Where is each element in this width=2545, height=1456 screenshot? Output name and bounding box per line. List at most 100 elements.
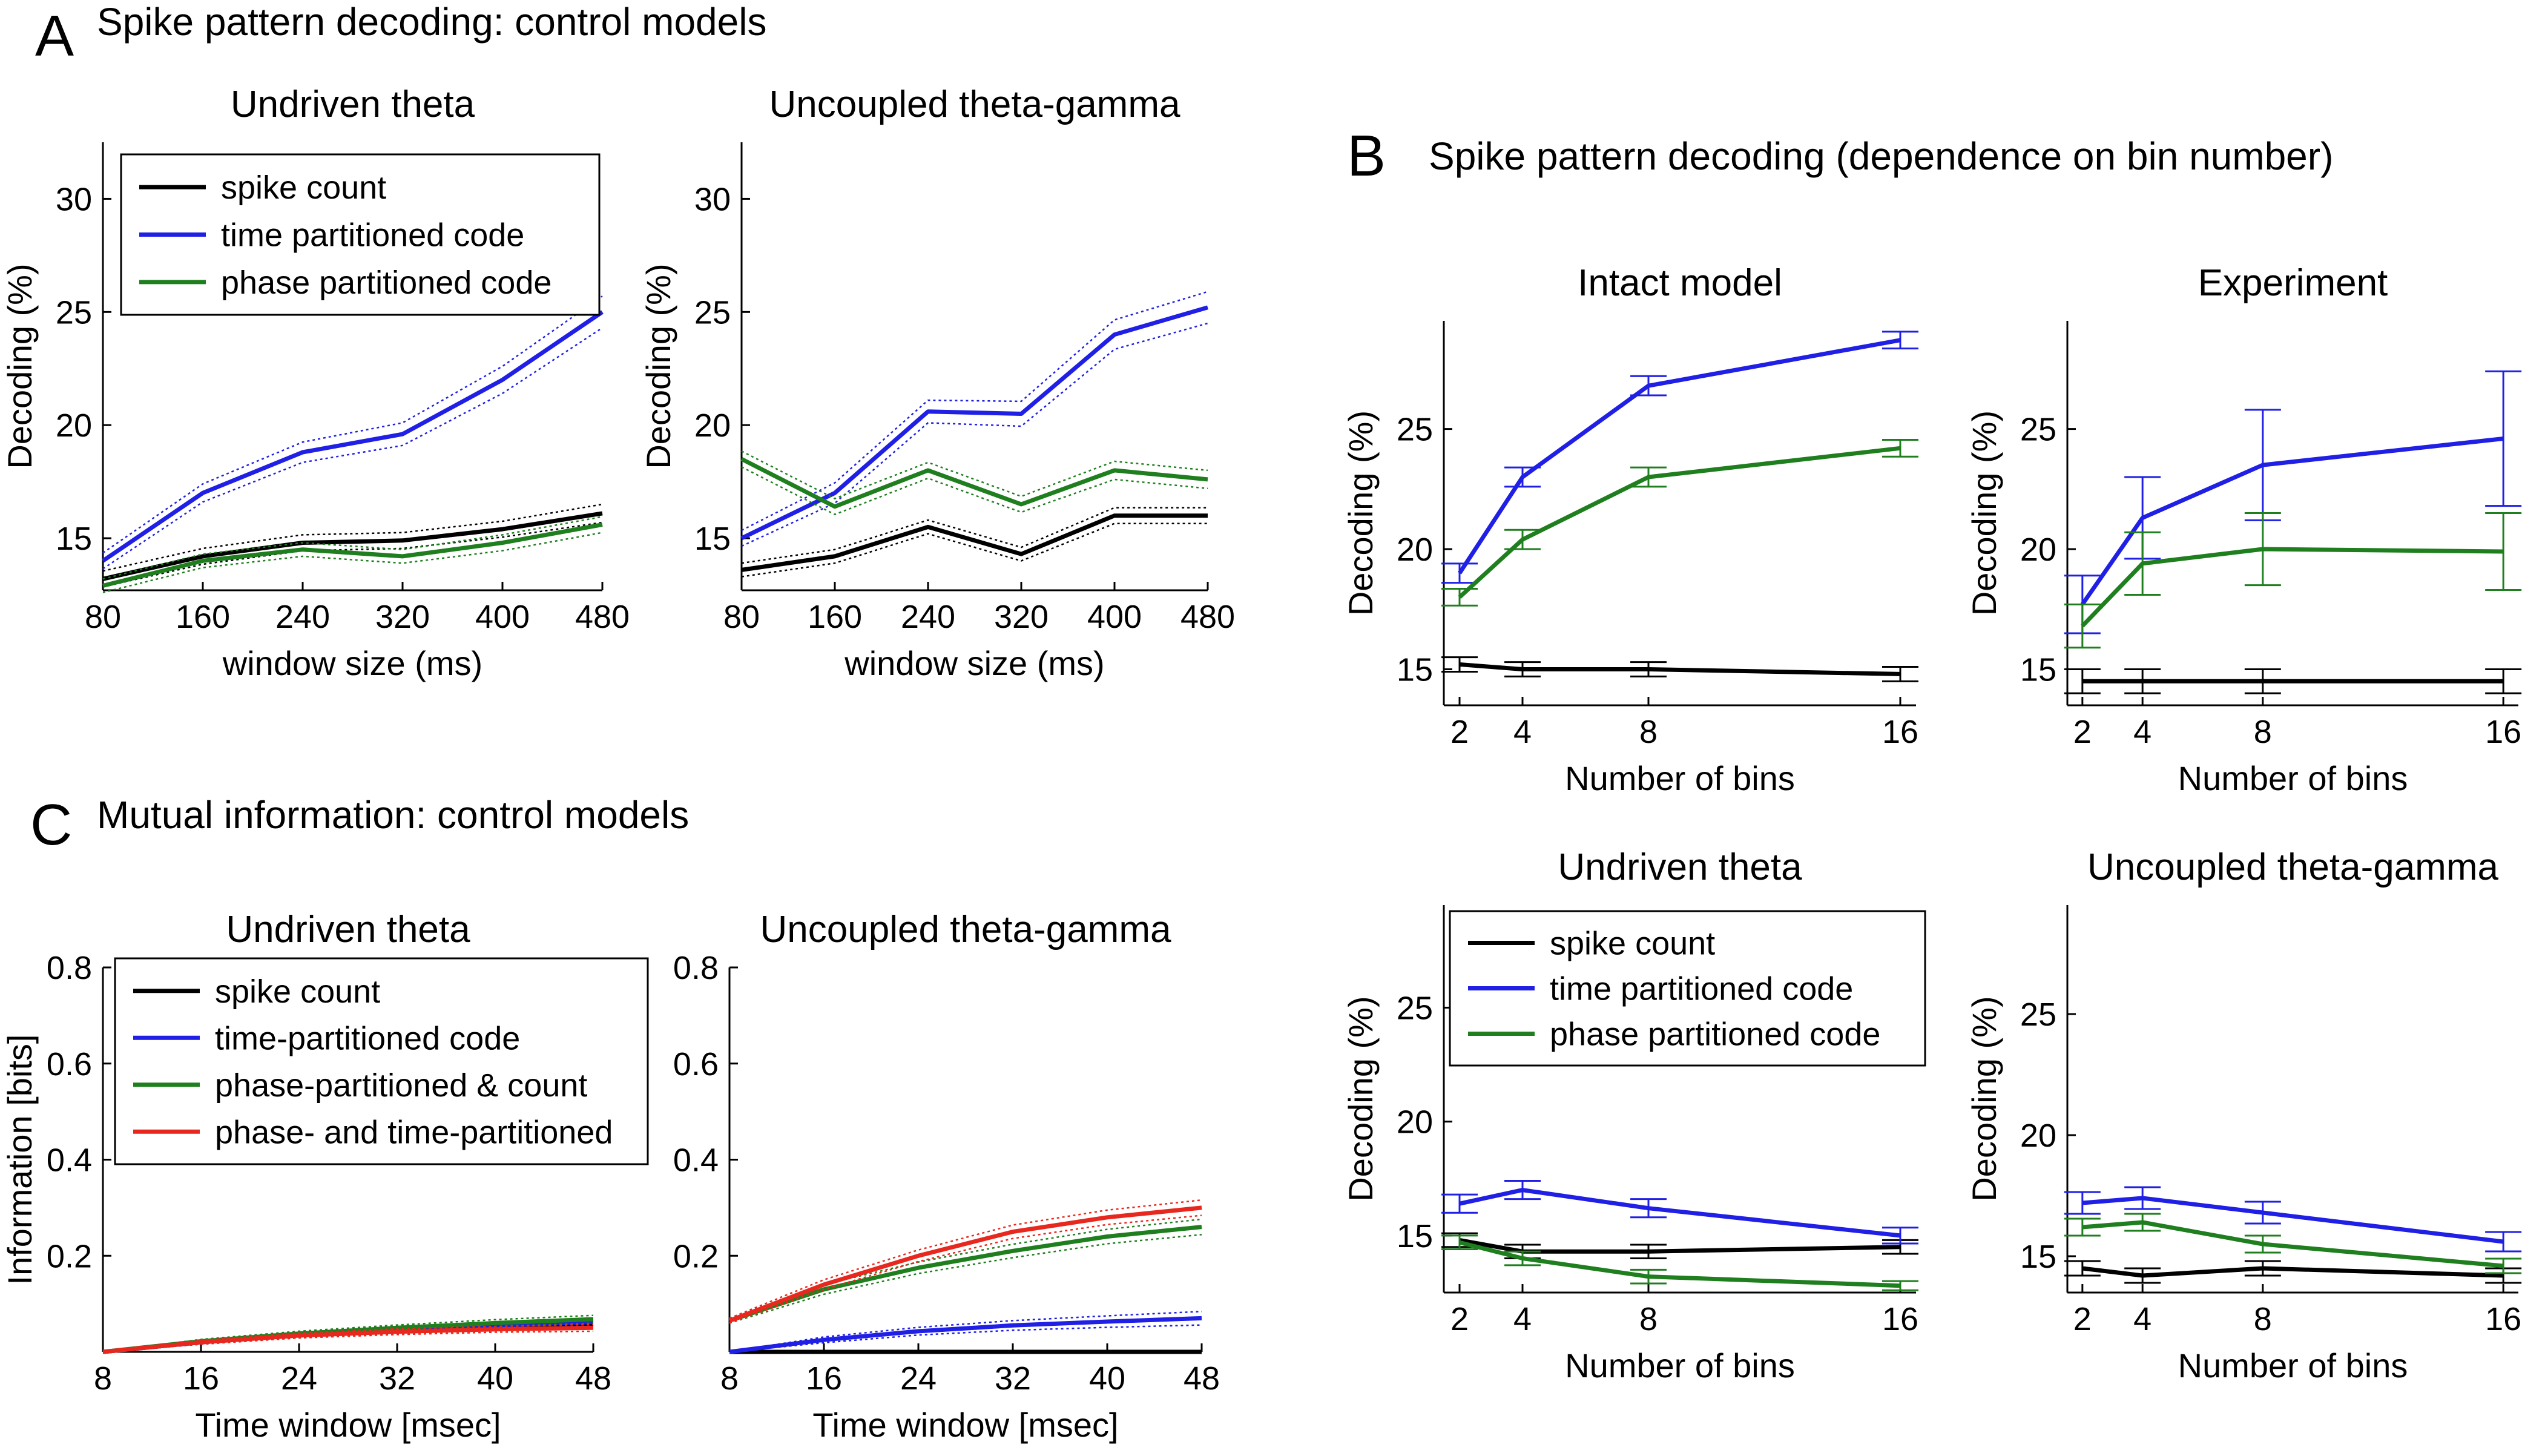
legend-label: time partitioned code [221,217,524,254]
y-tick-label: 15 [1397,1218,1433,1254]
error-band-upper [102,295,603,554]
y-tick-label: 0.6 [673,1046,719,1082]
x-tick-label: 16 [1882,714,1918,750]
x-axis-label: Number of bins [2178,1346,2408,1385]
x-axis-label: window size (ms) [844,644,1104,682]
chart-title: Intact model [1578,262,1782,304]
chart-b1: Intact model 2 4 8 16 15 20 25 Number of bins Dec… [1342,262,1918,797]
y-tick-label: 0.2 [47,1238,92,1274]
error-band-upper [102,516,603,580]
y-axis-label: Decoding (%) [1,263,39,469]
y-tick-label: 30 [56,181,92,217]
panel-letter-b: B [1347,124,1386,188]
x-tick-label: 2 [1450,1301,1469,1337]
y-axis-label: Decoding (%) [1965,410,2003,616]
x-axis-label: Number of bins [2178,759,2408,797]
x-tick-label: 240 [901,599,955,635]
y-tick-label: 15 [2020,651,2056,688]
x-tick-label: 160 [808,599,862,635]
legend-label: spike count [1550,926,1715,962]
x-tick-label: 8 [1639,1301,1658,1337]
panel-title-b: Spike pattern decoding (dependence on bi… [1429,134,2333,178]
series-line [1458,446,1901,599]
y-axis-label: Decoding (%) [639,263,677,469]
y-tick-label: 25 [2020,412,2056,448]
x-tick-label: 240 [275,599,330,635]
y-tick-label: 25 [56,294,92,331]
x-tick-label: 8 [2254,1301,2272,1337]
error-band-upper [741,450,1208,499]
x-tick-label: 2 [1450,714,1469,750]
chart-title: Uncoupled theta-gamma [2087,846,2498,888]
legend-label: spike count [221,170,386,206]
chart-b2: Experiment 2 4 8 16 15 20 25 Number of bins Decod… [1965,262,2521,797]
series-line [2082,1196,2504,1244]
error-band-lower [729,1234,1202,1324]
y-tick-label: 0.6 [47,1046,92,1082]
x-tick-label: 80 [85,599,121,635]
error-band-upper [741,507,1208,564]
y-tick-label: 0.8 [47,950,92,986]
x-tick-label: 40 [477,1360,513,1397]
y-tick-label: 20 [1397,532,1433,568]
series-line [102,522,603,588]
series-line [2080,436,2504,606]
error-band-lower [102,521,603,588]
x-tick-label: 80 [723,599,760,635]
series-line [1459,1240,1901,1288]
series-line [1459,1188,1901,1238]
panel-title-a: Spike pattern decoding: control models [97,0,766,44]
x-tick-label: 400 [475,599,530,635]
chart-a1: Undriven theta 80 160 240 320 400 480 15 20 25 30 w… [1,84,630,682]
chart-title: Undriven theta [1558,846,1802,888]
x-tick-label: 16 [806,1360,842,1397]
y-axis-label: Information [bits] [1,1035,39,1285]
x-tick-label: 16 [183,1360,219,1397]
series-line [741,513,1208,572]
chart-title: Undriven theta [231,84,475,125]
x-tick-label: 40 [1089,1360,1125,1397]
y-tick-label: 25 [1397,412,1433,448]
y-tick-label: 0.4 [673,1142,719,1179]
chart-b4: Uncoupled theta-gamma 2 4 8 16 15 20 25 Number o… [1965,846,2521,1385]
x-tick-label: 2 [2073,1301,2092,1337]
y-tick-label: 15 [56,521,92,557]
x-axis-label: Time window [msec] [195,1406,501,1444]
y-tick-label: 20 [694,407,731,444]
x-tick-label: 8 [1639,714,1658,750]
legend-label: time-partitioned code [215,1020,520,1056]
series-line [2081,547,2504,628]
series-line [728,1205,1202,1323]
x-tick-label: 4 [2133,1301,2152,1337]
x-tick-label: 160 [176,599,230,635]
series-line [1459,1237,1901,1254]
x-tick-label: 400 [1087,599,1142,635]
chart-b3: Undriven theta 2 4 8 16 15 20 25 Number of bins D… [1342,846,1926,1385]
series-line [1459,662,1901,676]
legend-label: phase-partitioned & count [215,1067,587,1104]
y-tick-label: 20 [1397,1104,1433,1141]
x-axis-label: Number of bins [1565,1346,1795,1385]
x-axis-label: window size (ms) [222,644,482,682]
x-tick-label: 48 [1184,1360,1220,1397]
error-band-upper [102,503,603,572]
y-tick-label: 25 [1397,990,1433,1026]
y-tick-label: 15 [1397,651,1433,688]
x-tick-label: 480 [575,599,630,635]
y-tick-label: 25 [2020,996,2056,1033]
x-tick-label: 8 [94,1360,112,1397]
series-line [1458,338,1901,575]
x-tick-label: 8 [2254,714,2272,750]
y-axis-label: Decoding (%) [1342,996,1380,1201]
series-line [740,457,1208,509]
x-tick-label: 320 [994,599,1049,635]
chart-c2: Uncoupled theta-gamma 8 16 24 32 40 48 0.2 0.4 0.… [673,909,1220,1444]
y-tick-label: 20 [2020,532,2056,568]
x-tick-label: 24 [281,1360,317,1397]
x-tick-label: 16 [2485,1301,2521,1337]
legend: spike count time-partitioned code phase-pa… [114,957,649,1165]
legend-label: phase partitioned code [1550,1016,1880,1053]
legend-label: phase partitioned code [221,265,551,301]
y-tick-label: 0.2 [673,1238,719,1274]
chart-title: Undriven theta [226,909,470,950]
